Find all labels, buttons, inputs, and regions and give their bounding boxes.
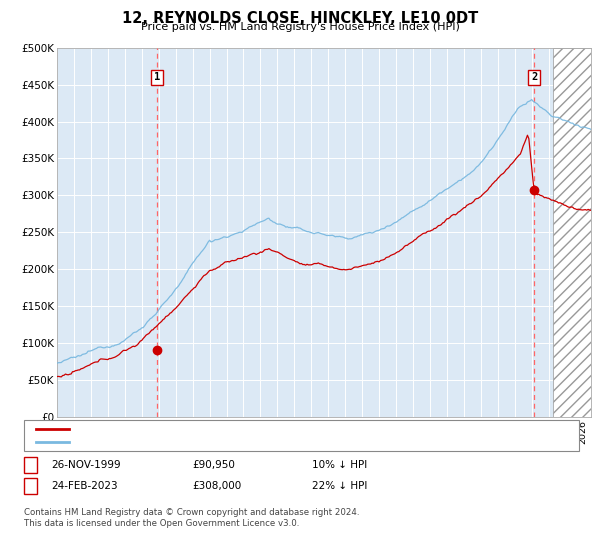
Text: 22% ↓ HPI: 22% ↓ HPI — [312, 481, 367, 491]
Text: 12, REYNOLDS CLOSE, HINCKLEY, LE10 0DT (detached house): 12, REYNOLDS CLOSE, HINCKLEY, LE10 0DT (… — [75, 423, 378, 433]
Text: £308,000: £308,000 — [192, 481, 241, 491]
Bar — [553, 48, 591, 417]
Text: Price paid vs. HM Land Registry's House Price Index (HPI): Price paid vs. HM Land Registry's House … — [140, 22, 460, 32]
Text: HPI: Average price, detached house, Hinckley and Bosworth: HPI: Average price, detached house, Hinc… — [75, 437, 368, 447]
Text: 1: 1 — [28, 460, 34, 470]
Text: 24-FEB-2023: 24-FEB-2023 — [51, 481, 118, 491]
Text: Contains HM Land Registry data © Crown copyright and database right 2024.
This d: Contains HM Land Registry data © Crown c… — [24, 508, 359, 528]
Text: £90,950: £90,950 — [192, 460, 235, 470]
Text: 2: 2 — [531, 72, 538, 82]
Text: 1: 1 — [154, 72, 160, 82]
Text: 10% ↓ HPI: 10% ↓ HPI — [312, 460, 367, 470]
Text: 26-NOV-1999: 26-NOV-1999 — [51, 460, 121, 470]
Text: 12, REYNOLDS CLOSE, HINCKLEY, LE10 0DT: 12, REYNOLDS CLOSE, HINCKLEY, LE10 0DT — [122, 11, 478, 26]
Text: 2: 2 — [28, 481, 34, 491]
